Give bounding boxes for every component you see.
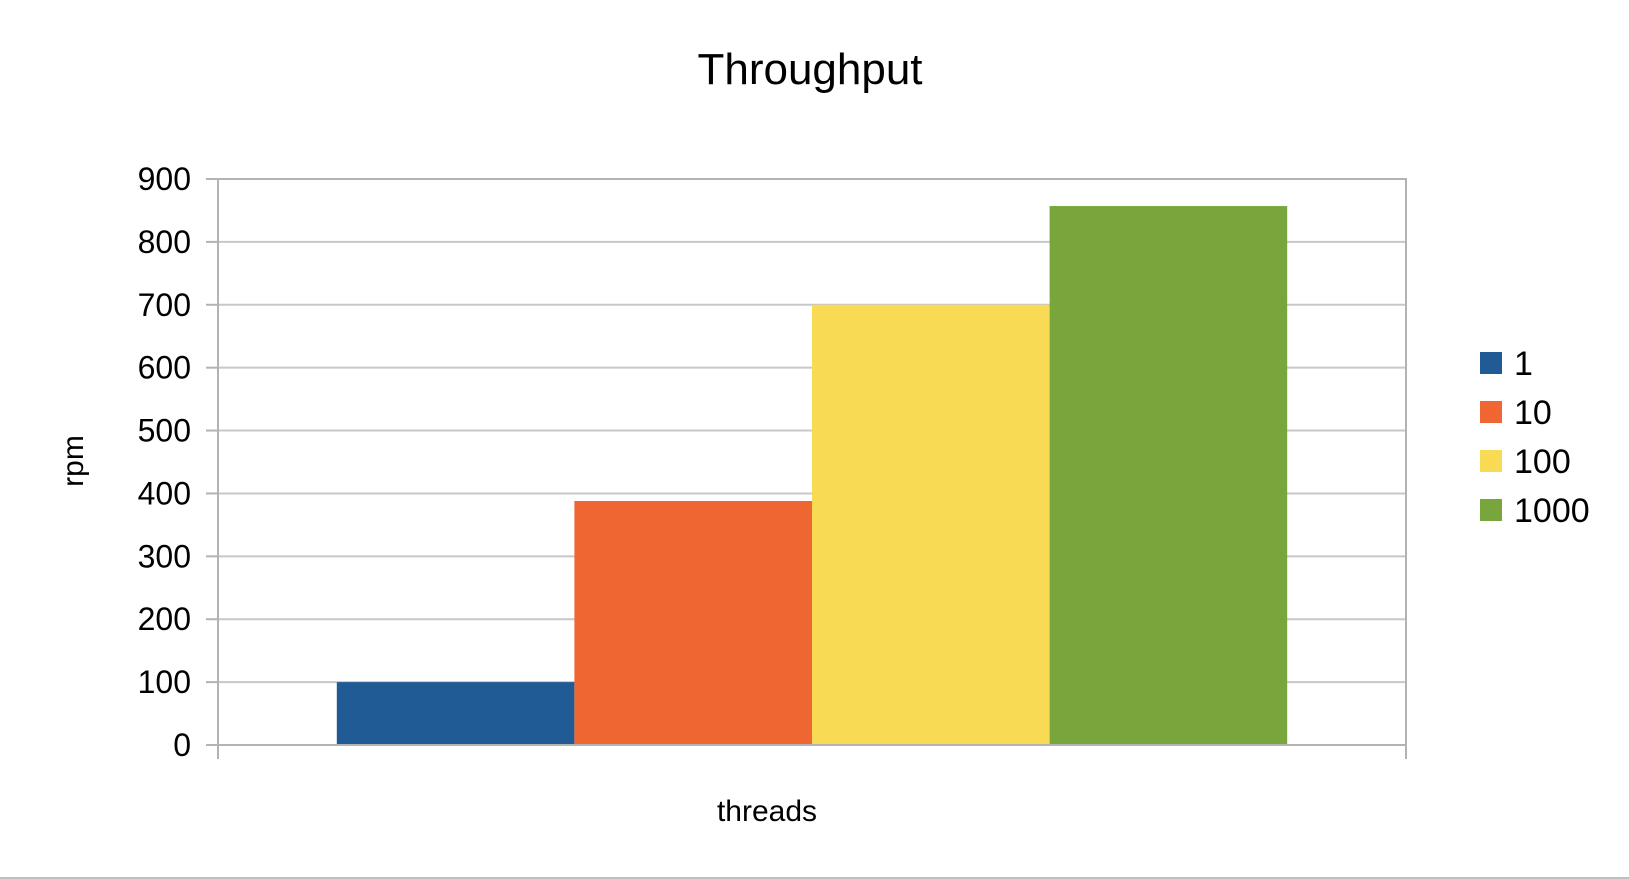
y-tick-label: 900 <box>138 161 191 197</box>
bar-series-1000 <box>1049 206 1288 745</box>
y-tick-label: 800 <box>138 224 191 260</box>
legend-label-1000: 1000 <box>1514 492 1590 530</box>
bars <box>336 206 1288 745</box>
legend: 1 10 100 1000 <box>1480 345 1590 530</box>
y-tick-label: 0 <box>173 727 191 763</box>
y-tick-label: 100 <box>138 664 191 700</box>
y-tick-label: 600 <box>138 350 191 386</box>
y-axis-label: rpm <box>57 435 90 487</box>
legend-swatch-100 <box>1480 450 1502 472</box>
legend-swatch-1000 <box>1480 499 1502 521</box>
y-tick-label: 500 <box>138 413 191 449</box>
legend-label-10: 10 <box>1514 394 1552 432</box>
legend-label-1: 1 <box>1514 345 1533 383</box>
x-axis-label: threads <box>717 795 817 828</box>
axes <box>206 178 1407 759</box>
plot-frame <box>217 178 1407 746</box>
y-tick-label: 700 <box>138 287 191 323</box>
y-tick-label: 300 <box>138 538 191 574</box>
legend-swatch-1 <box>1480 352 1502 374</box>
y-tick-labels: 0 100 200 300 400 500 600 700 800 900 <box>138 161 191 763</box>
legend-label-100: 100 <box>1514 443 1571 481</box>
y-tick-label: 400 <box>138 475 191 511</box>
bar-series-10 <box>574 500 812 745</box>
bar-series-1 <box>336 682 575 745</box>
y-tick-label: 200 <box>138 601 191 637</box>
bottom-border-line <box>0 877 1629 879</box>
bar-series-100 <box>812 304 1050 745</box>
legend-swatch-10 <box>1480 401 1502 423</box>
chart-title: Throughput <box>697 45 922 94</box>
